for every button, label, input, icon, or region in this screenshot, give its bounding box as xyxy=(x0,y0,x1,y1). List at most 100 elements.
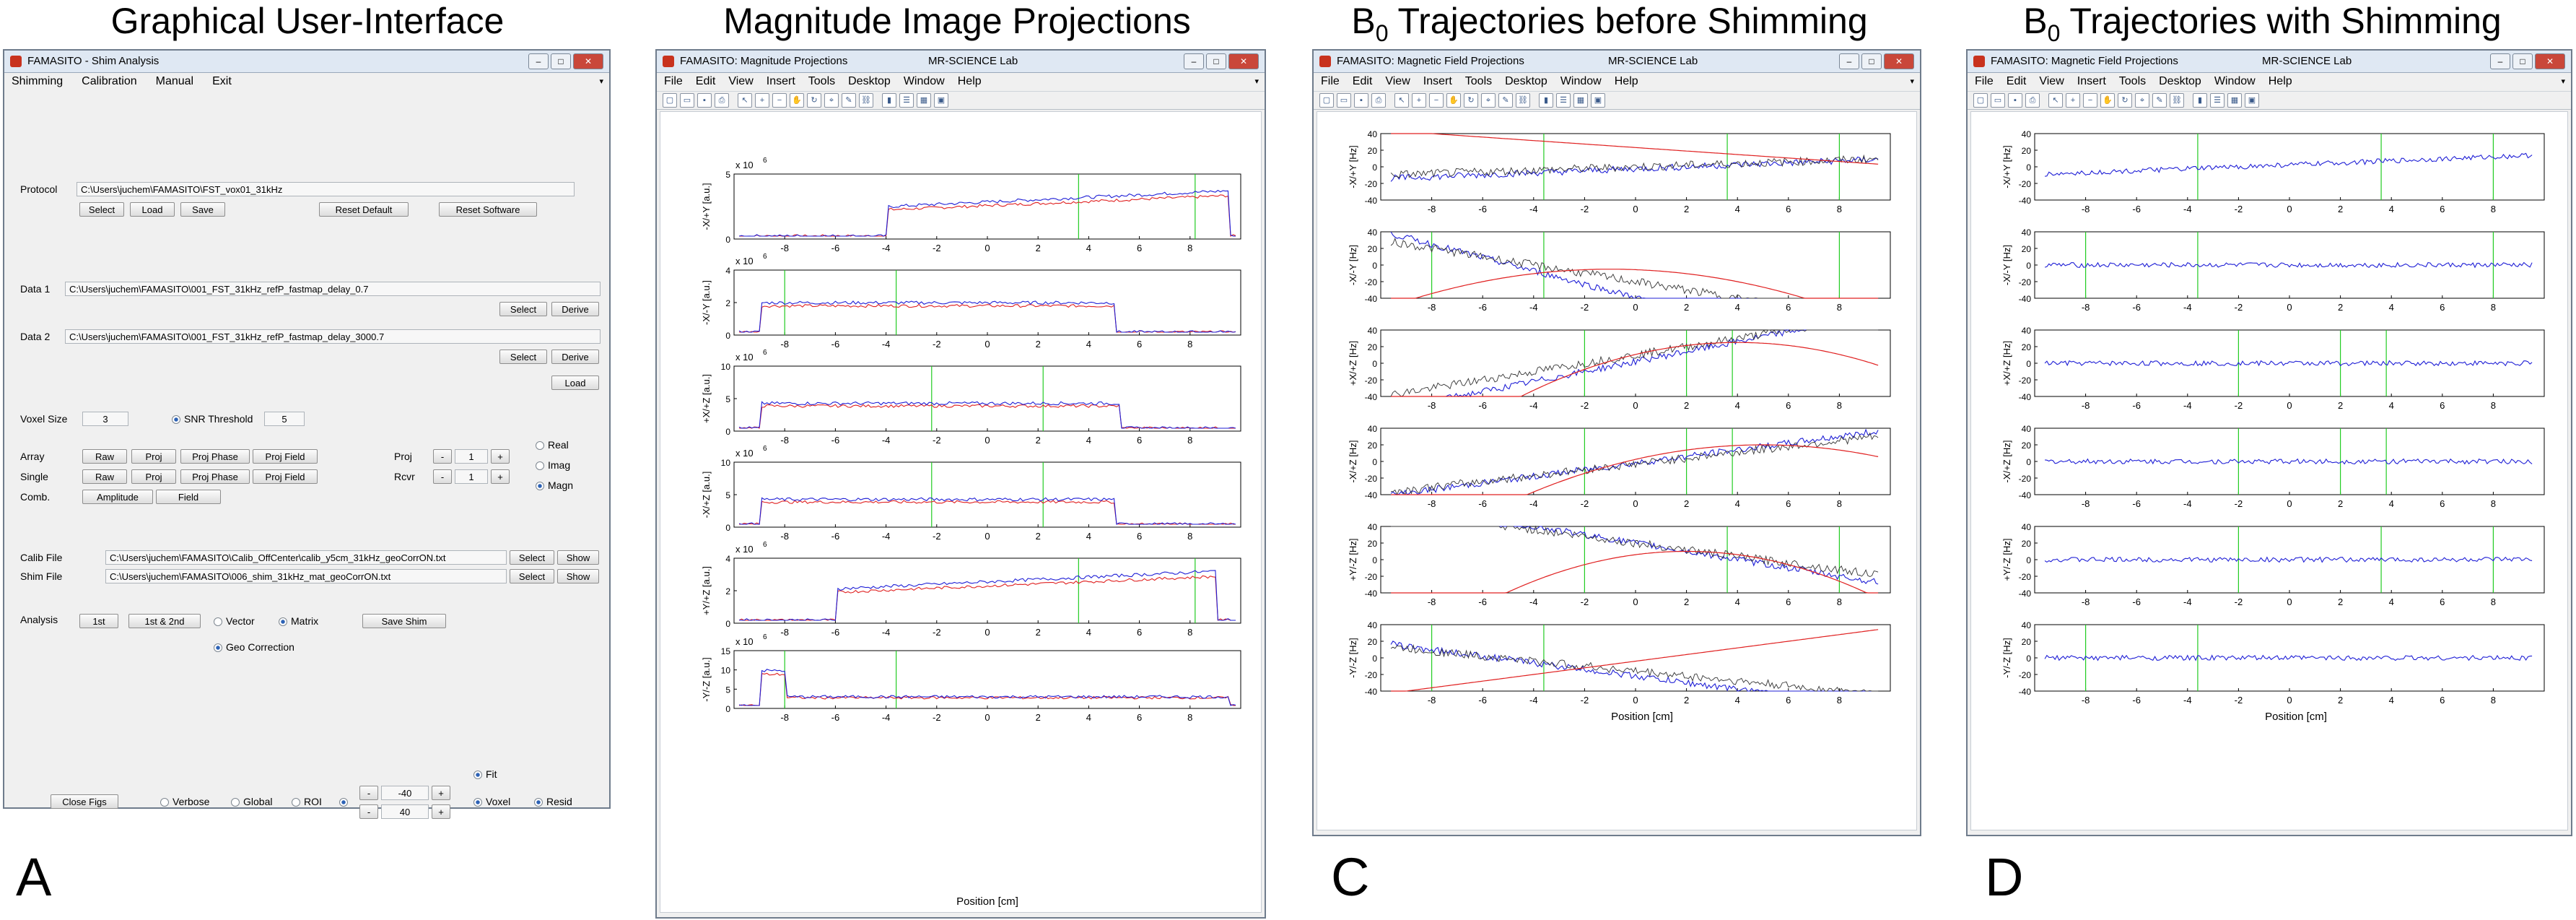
protocol-select-button[interactable]: Select xyxy=(79,202,124,217)
maximize-icon[interactable]: □ xyxy=(1206,53,1226,69)
resid-radio[interactable]: Resid xyxy=(534,796,572,807)
menu-tools[interactable]: Tools xyxy=(2118,75,2147,87)
array-proj-button[interactable]: Proj xyxy=(131,449,176,464)
range-high-plus-button[interactable]: + xyxy=(432,804,450,819)
save-icon[interactable]: ▪ xyxy=(2008,93,2022,108)
save-shim-button[interactable]: Save Shim xyxy=(362,614,446,628)
shim-file-field[interactable]: C:\Users\juchem\FAMASITO\006_shim_31kHz_… xyxy=(105,569,507,583)
open-icon[interactable]: ▭ xyxy=(680,93,694,108)
reset-software-button[interactable]: Reset Software xyxy=(439,202,537,217)
array-proj-field-button[interactable]: Proj Field xyxy=(253,449,318,464)
zoom-in-icon[interactable]: + xyxy=(2066,93,2080,108)
range-high-minus-button[interactable]: - xyxy=(359,804,378,819)
close-icon[interactable]: ✕ xyxy=(1884,53,1914,69)
pan-icon[interactable]: ✋ xyxy=(790,93,804,108)
data1-select-button[interactable]: Select xyxy=(499,302,547,316)
zoom-in-icon[interactable]: + xyxy=(755,93,769,108)
range-high-field[interactable]: 40 xyxy=(381,804,429,819)
menu-window[interactable]: Window xyxy=(1560,75,1602,87)
load-button[interactable]: Load xyxy=(551,376,599,390)
open-icon[interactable]: ▭ xyxy=(1337,93,1351,108)
menu-shimming[interactable]: Shimming xyxy=(12,75,64,87)
brush-icon[interactable]: ✎ xyxy=(2152,93,2167,108)
link-icon[interactable]: ⛓ xyxy=(1516,93,1530,108)
minimize-icon[interactable]: – xyxy=(1184,53,1204,69)
legend-icon[interactable]: ☰ xyxy=(2210,93,2224,108)
menu-help[interactable]: Help xyxy=(2268,75,2292,87)
zoom-out-icon[interactable]: − xyxy=(772,93,787,108)
new-file-icon[interactable]: ▢ xyxy=(1973,93,1988,108)
range-low-plus-button[interactable]: + xyxy=(432,786,450,800)
menu-window[interactable]: Window xyxy=(2214,75,2256,87)
print-icon[interactable]: ⎙ xyxy=(1371,93,1386,108)
proj-plus-button[interactable]: + xyxy=(491,449,510,464)
print-icon[interactable]: ⎙ xyxy=(715,93,729,108)
pointer-icon[interactable]: ↖ xyxy=(738,93,752,108)
brush-icon[interactable]: ✎ xyxy=(842,93,856,108)
colorbar-icon[interactable]: ▮ xyxy=(882,93,896,108)
comb-field-button[interactable]: Field xyxy=(156,490,221,504)
geo-correction-radio[interactable]: Geo Correction xyxy=(214,641,294,653)
plot-tools-icon[interactable]: ▣ xyxy=(1591,93,1605,108)
rotate-icon[interactable]: ↻ xyxy=(1464,93,1478,108)
colorbar-icon[interactable]: ▮ xyxy=(2193,93,2207,108)
save-icon[interactable]: ▪ xyxy=(1354,93,1368,108)
snr-threshold-field[interactable]: 5 xyxy=(264,412,305,426)
pointer-icon[interactable]: ↖ xyxy=(1394,93,1409,108)
roi-radio[interactable]: ROI xyxy=(292,796,322,807)
analysis-1st-2nd-button[interactable]: 1st & 2nd xyxy=(128,614,201,628)
legend-icon[interactable]: ☰ xyxy=(899,93,914,108)
menu-view[interactable]: View xyxy=(1385,75,1410,87)
array-proj-phase-button[interactable]: Proj Phase xyxy=(180,449,250,464)
open-icon[interactable]: ▭ xyxy=(1991,93,2005,108)
grid-icon[interactable]: ▦ xyxy=(917,93,931,108)
proj-field[interactable]: 1 xyxy=(455,449,488,464)
analysis-1st-button[interactable]: 1st xyxy=(79,614,118,628)
legend-icon[interactable]: ☰ xyxy=(1556,93,1571,108)
data-cursor-icon[interactable]: ⌖ xyxy=(1481,93,1496,108)
zoom-out-icon[interactable]: − xyxy=(1429,93,1444,108)
menu-insert[interactable]: Insert xyxy=(766,75,795,87)
close-icon[interactable]: ✕ xyxy=(2535,53,2565,69)
plot-tools-icon[interactable]: ▣ xyxy=(934,93,948,108)
pan-icon[interactable]: ✋ xyxy=(1446,93,1461,108)
new-file-icon[interactable]: ▢ xyxy=(1319,93,1334,108)
matrix-radio[interactable]: Matrix xyxy=(279,615,318,627)
pan-icon[interactable]: ✋ xyxy=(2100,93,2115,108)
menu-tools[interactable]: Tools xyxy=(808,75,836,87)
menu-insert[interactable]: Insert xyxy=(2077,75,2106,87)
fit-radio[interactable]: Fit xyxy=(473,768,497,780)
link-icon[interactable]: ⛓ xyxy=(2170,93,2184,108)
menu-exit[interactable]: Exit xyxy=(212,75,232,87)
data1-derive-button[interactable]: Derive xyxy=(551,302,599,316)
calib-file-field[interactable]: C:\Users\juchem\FAMASITO\Calib_OffCenter… xyxy=(105,550,507,565)
single-proj-phase-button[interactable]: Proj Phase xyxy=(180,469,250,484)
proj-minus-button[interactable]: - xyxy=(433,449,452,464)
range-low-field[interactable]: -40 xyxy=(381,786,429,800)
menu-file[interactable]: File xyxy=(1321,75,1340,87)
data-cursor-icon[interactable]: ⌖ xyxy=(824,93,839,108)
rotate-icon[interactable]: ↻ xyxy=(2118,93,2132,108)
global-radio[interactable]: Global xyxy=(231,796,272,807)
menu-edit[interactable]: Edit xyxy=(1352,75,1373,87)
rotate-icon[interactable]: ↻ xyxy=(807,93,821,108)
brush-icon[interactable]: ✎ xyxy=(1498,93,1513,108)
menu-view[interactable]: View xyxy=(728,75,754,87)
imag-radio[interactable]: Imag xyxy=(536,459,570,471)
range-low-minus-button[interactable]: - xyxy=(359,786,378,800)
single-proj-field-button[interactable]: Proj Field xyxy=(253,469,318,484)
colorbar-icon[interactable]: ▮ xyxy=(1539,93,1553,108)
minimize-icon[interactable]: – xyxy=(2490,53,2510,69)
menu-view[interactable]: View xyxy=(2039,75,2064,87)
maximize-icon[interactable]: □ xyxy=(2512,53,2533,69)
maximize-icon[interactable]: □ xyxy=(1861,53,1882,69)
shim-show-button[interactable]: Show xyxy=(557,569,599,583)
menu-file[interactable]: File xyxy=(1975,75,1994,87)
reset-default-button[interactable]: Reset Default xyxy=(319,202,409,217)
real-radio[interactable]: Real xyxy=(536,439,569,451)
snr-threshold-radio[interactable]: SNR Threshold xyxy=(172,413,253,425)
minimize-icon[interactable]: – xyxy=(528,53,549,69)
calib-select-button[interactable]: Select xyxy=(510,550,554,565)
protocol-field[interactable]: C:\Users\juchem\FAMASITO\FST_vox01_31kHz xyxy=(77,182,575,196)
single-proj-button[interactable]: Proj xyxy=(131,469,176,484)
